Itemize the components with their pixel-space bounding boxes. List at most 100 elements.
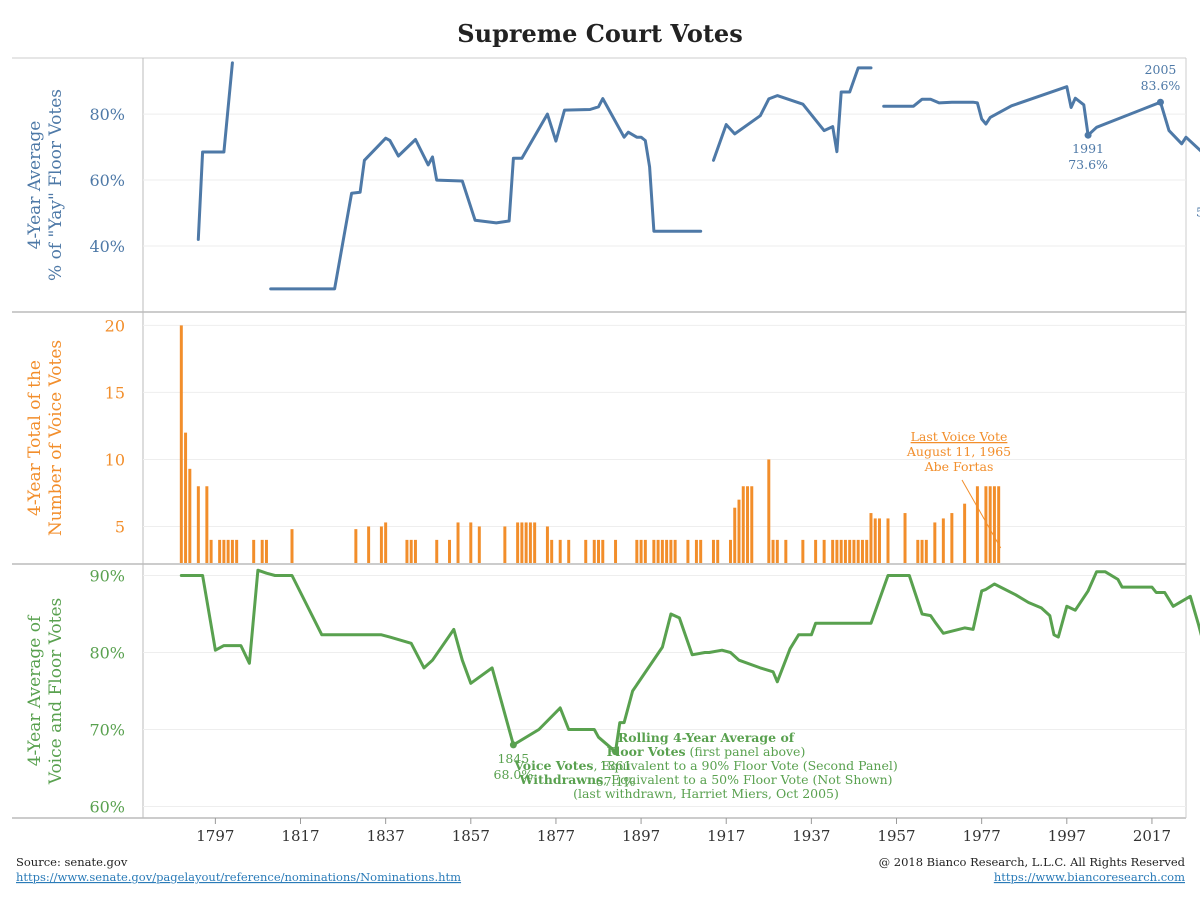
voice-vote-bar bbox=[469, 522, 473, 563]
y-tick-label: 90% bbox=[89, 567, 125, 586]
voice-vote-bar bbox=[660, 539, 664, 563]
voice-vote-bar bbox=[669, 539, 673, 563]
voice-vote-bar bbox=[767, 459, 771, 563]
voice-vote-bar bbox=[733, 507, 737, 563]
y-tick-label: 80% bbox=[89, 644, 125, 663]
voice-vote-bar bbox=[435, 539, 439, 563]
y-tick-label: 80% bbox=[89, 105, 125, 124]
voice-vote-bar bbox=[592, 539, 596, 563]
voice-vote-bar bbox=[235, 539, 239, 563]
voice-vote-bar bbox=[528, 522, 532, 563]
y-axis-label-line: Voice and Floor Votes bbox=[46, 598, 66, 786]
data-label-value: 59.3% bbox=[1196, 204, 1200, 219]
note-line: (last withdrawn, Harriet Miers, Oct 2005… bbox=[573, 786, 839, 801]
footer-copyright: @ 2018 Bianco Research, L.L.C. All Right… bbox=[879, 855, 1186, 869]
voice-vote-bar bbox=[367, 526, 371, 563]
voice-vote-bar bbox=[196, 486, 200, 563]
note-text: , Equivalent to a 50% Floor Vote (Not Sh… bbox=[603, 772, 892, 787]
voice-vote-bar bbox=[877, 518, 881, 563]
note-bold: Withdrawns bbox=[518, 772, 603, 787]
voice-vote-bar bbox=[975, 486, 979, 563]
voice-vote-bar bbox=[984, 486, 988, 563]
voice-vote-bar bbox=[997, 486, 1001, 563]
note-line: Withdrawns, Equivalent to a 50% Floor Vo… bbox=[518, 772, 892, 787]
voice-vote-bar bbox=[179, 325, 183, 563]
voice-vote-bar bbox=[784, 539, 788, 563]
footer-source: Source: senate.gov bbox=[16, 855, 128, 869]
voice-vote-bar bbox=[814, 539, 818, 563]
voice-vote-bar bbox=[252, 539, 256, 563]
y-tick-label: 40% bbox=[89, 237, 125, 256]
data-label-value: 73.6% bbox=[1068, 157, 1108, 172]
voice-vote-bar bbox=[873, 518, 877, 563]
note-line: Floor Votes (first panel above) bbox=[607, 744, 806, 759]
x-tick-label: 1837 bbox=[367, 827, 405, 845]
data-label-year: 1991 bbox=[1072, 141, 1104, 156]
y-tick-label: 60% bbox=[89, 171, 125, 190]
voice-vote-bar bbox=[226, 539, 230, 563]
voice-vote-bar bbox=[456, 522, 460, 563]
series-line bbox=[882, 85, 1200, 153]
y-tick-label: 70% bbox=[89, 720, 125, 739]
voice-vote-bar bbox=[865, 539, 869, 563]
voice-vote-bar bbox=[963, 503, 967, 563]
voice-vote-bar bbox=[260, 539, 264, 563]
footer-source-link[interactable]: https://www.senate.gov/pagelayout/refere… bbox=[16, 870, 461, 884]
voice-vote-bar bbox=[545, 526, 549, 563]
y-axis-label-line: 4-Year Total of the bbox=[25, 360, 45, 516]
x-tick-label: 1877 bbox=[537, 827, 575, 845]
voice-vote-bar bbox=[848, 539, 852, 563]
voice-vote-bar bbox=[737, 499, 741, 563]
voice-vote-bar bbox=[856, 539, 860, 563]
voice-vote-bar bbox=[379, 526, 383, 563]
y-tick-label: 60% bbox=[89, 797, 125, 816]
voice-vote-bar bbox=[992, 486, 996, 563]
y-tick-label: 10 bbox=[105, 450, 125, 469]
note-line: Rolling 4-Year Average of bbox=[618, 730, 796, 745]
voice-vote-bar bbox=[520, 522, 524, 563]
voice-vote-bar bbox=[869, 513, 873, 563]
x-tick-label: 1977 bbox=[963, 827, 1001, 845]
voice-vote-bar bbox=[230, 539, 234, 563]
voice-vote-bar bbox=[716, 539, 720, 563]
voice-vote-bar bbox=[920, 539, 924, 563]
y-axis-label: 4-Year Average ofVoice and Floor Votes bbox=[25, 598, 66, 786]
voice-vote-bar bbox=[290, 529, 294, 563]
series-line bbox=[269, 97, 703, 291]
voice-vote-bar bbox=[516, 522, 520, 563]
x-tick-label: 1857 bbox=[452, 827, 490, 845]
data-label-value: 67.1% bbox=[596, 774, 636, 789]
voice-vote-bar bbox=[801, 539, 805, 563]
voice-vote-bar bbox=[750, 486, 754, 563]
chart-panels: 40% 60% 80% 4-Year Average% of "Yay" Floor … bbox=[12, 57, 1200, 819]
voice-vote-bar bbox=[924, 539, 928, 563]
x-tick-label: 2017 bbox=[1133, 827, 1171, 845]
voice-vote-bar bbox=[184, 432, 188, 563]
voice-vote-bar bbox=[635, 539, 639, 563]
voice-vote-bar bbox=[822, 539, 826, 563]
voice-vote-bar bbox=[843, 539, 847, 563]
y-tick-label: 5 bbox=[115, 517, 125, 536]
data-point bbox=[1156, 98, 1164, 106]
voice-vote-bar bbox=[643, 539, 647, 563]
voice-vote-bar bbox=[711, 539, 715, 563]
series-line bbox=[196, 61, 234, 241]
series-line bbox=[712, 66, 873, 162]
panel-1: 40% 60% 80% 4-Year Average% of "Yay" Floor … bbox=[25, 61, 1200, 291]
note-bold: Voice Votes bbox=[513, 758, 593, 773]
x-tick-label: 1897 bbox=[622, 827, 660, 845]
voice-vote-bar bbox=[950, 513, 954, 563]
voice-vote-bar bbox=[264, 539, 268, 563]
y-axis-label: 4-Year Total of theNumber of Voice Votes bbox=[25, 340, 66, 536]
data-point bbox=[1084, 131, 1092, 139]
x-tick-label: 1917 bbox=[707, 827, 745, 845]
footer-site-link[interactable]: https://www.biancoresearch.com bbox=[994, 870, 1185, 884]
annotation-line: Abe Fortas bbox=[924, 459, 994, 474]
data-label-year: 1845 bbox=[497, 751, 529, 766]
data-label-value: 68.0% bbox=[494, 767, 534, 782]
y-axis-label-line: 4-Year Average of bbox=[25, 614, 45, 766]
x-tick-label: 1817 bbox=[281, 827, 319, 845]
data-point bbox=[612, 748, 620, 756]
voice-vote-bar bbox=[354, 529, 358, 563]
note-text: , Equivalent to a 90% Floor Vote (Second… bbox=[593, 758, 897, 773]
